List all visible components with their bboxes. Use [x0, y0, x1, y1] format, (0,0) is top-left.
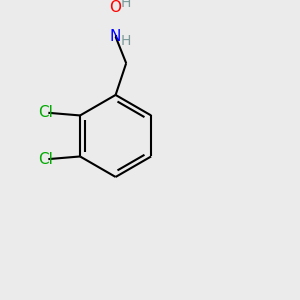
Text: Cl: Cl [38, 105, 53, 120]
Text: Cl: Cl [38, 152, 53, 166]
Text: H: H [121, 34, 131, 49]
Text: O: O [110, 0, 122, 15]
Text: H: H [121, 0, 131, 10]
Text: N: N [110, 29, 121, 44]
